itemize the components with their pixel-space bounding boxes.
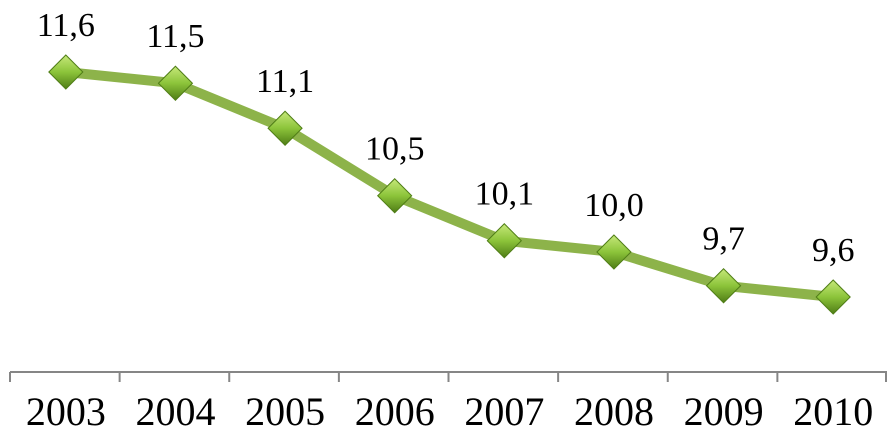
marker: [48, 54, 84, 90]
marker: [267, 110, 303, 146]
data-label: 10,1: [475, 176, 535, 213]
marker: [157, 65, 194, 101]
x-tick-label: 2005: [245, 389, 325, 434]
x-tick-label: 2004: [135, 389, 215, 434]
data-label: 11,6: [37, 7, 95, 44]
x-tick-label: 2010: [793, 389, 873, 434]
data-label: 10,5: [365, 131, 425, 168]
line: [65, 67, 834, 302]
data-label: 9,6: [812, 232, 855, 269]
x-tick-label: 2008: [574, 389, 654, 434]
marker: [815, 279, 851, 315]
marker: [376, 178, 413, 214]
data-label: 10,0: [584, 187, 644, 224]
x-tick-label: 2006: [355, 389, 435, 434]
x-tick-label: 2003: [26, 389, 106, 434]
data-label: 9,7: [702, 221, 745, 258]
data-label: 11,1: [256, 63, 314, 100]
data-label: 11,5: [146, 18, 204, 55]
marker: [705, 268, 742, 304]
marker: [596, 234, 632, 270]
x-tick-label: 2007: [464, 389, 544, 434]
marker: [486, 223, 523, 259]
x-tick-label: 2009: [684, 389, 764, 434]
